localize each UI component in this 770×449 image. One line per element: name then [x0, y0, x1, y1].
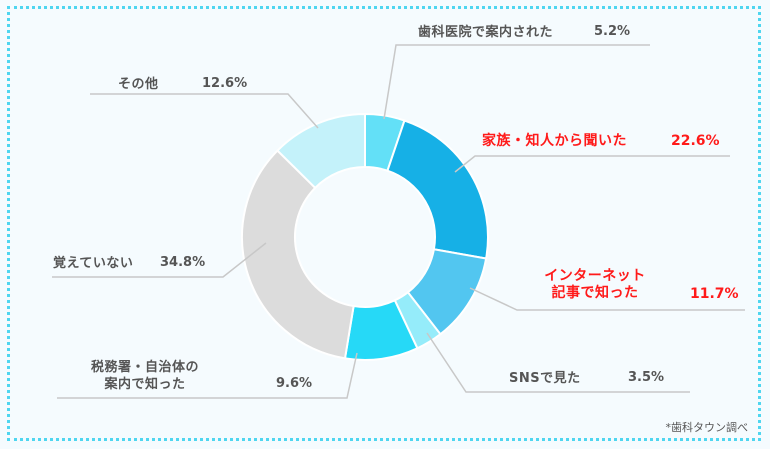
label-internet-line2: 記事で知った	[551, 285, 639, 301]
pct-internet: 11.7%	[690, 286, 739, 302]
pct-family: 22.6%	[671, 133, 720, 149]
slice-6	[276, 112, 366, 190]
label-tax: 税務署・自治体の 案内で知った	[80, 359, 210, 393]
leader-lines	[52, 44, 745, 399]
slice-1	[386, 119, 489, 260]
pct-sns: 3.5%	[628, 370, 665, 385]
donut-slices	[241, 112, 489, 361]
dotted-frame	[7, 6, 761, 441]
leader-line-tax	[57, 352, 358, 399]
slice-5	[241, 149, 355, 360]
leader-line-sns	[426, 332, 690, 393]
leader-line-other	[90, 93, 319, 129]
leader-line-internet	[469, 287, 745, 311]
source-note: *歯科タウン調べ	[665, 421, 749, 434]
label-forgot: 覚えていない	[53, 256, 134, 271]
label-sns: SNSで見た	[509, 371, 581, 386]
label-tax-line2: 案内で知った	[104, 377, 186, 392]
label-tax-line1: 税務署・自治体の	[90, 360, 199, 375]
label-internet-line1: インターネット	[544, 268, 646, 284]
label-other: その他	[118, 77, 159, 92]
pct-dental: 5.2%	[594, 24, 631, 39]
pct-forgot: 34.8%	[160, 255, 206, 270]
label-dental: 歯科医院で案内された	[418, 25, 554, 40]
pct-tax: 9.6%	[276, 376, 313, 391]
pct-other: 12.6%	[202, 76, 248, 91]
label-family: 家族・知人から聞いた	[482, 133, 627, 149]
label-internet: インターネット 記事で知った	[532, 268, 658, 302]
leader-line-forgot	[52, 242, 267, 278]
leader-line-dental	[383, 44, 650, 120]
leader-line-family	[454, 155, 730, 173]
